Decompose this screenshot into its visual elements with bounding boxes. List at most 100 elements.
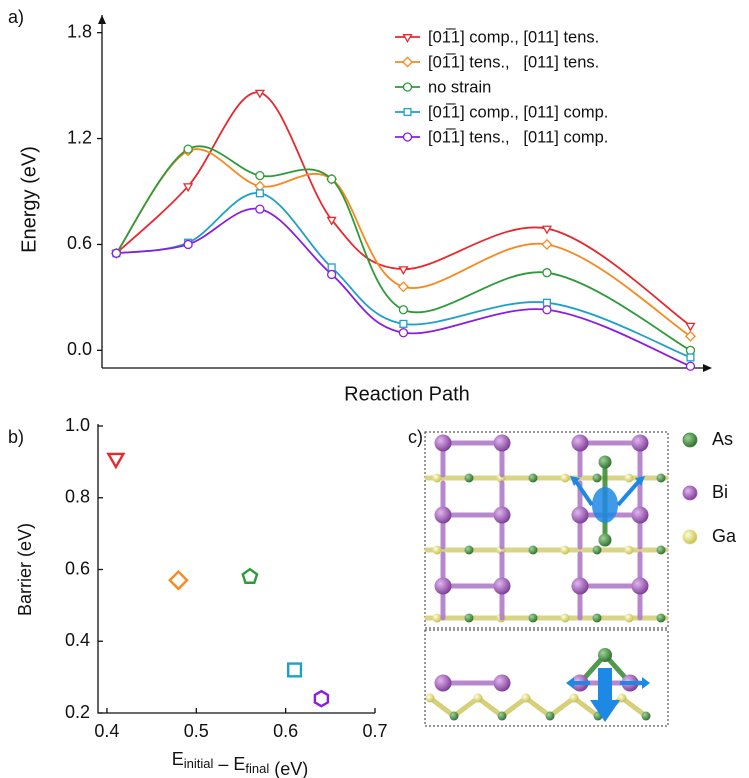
- y-tick-label: 0.0: [67, 339, 92, 359]
- atom: [561, 474, 570, 483]
- axis-arrow: [703, 364, 712, 372]
- atom: [632, 507, 649, 524]
- atom: [498, 712, 507, 721]
- atom: [494, 675, 511, 692]
- atom: [435, 578, 452, 595]
- atom: [570, 694, 579, 703]
- atom: [433, 614, 442, 623]
- atom: [529, 614, 538, 623]
- x-axis-label: Einitial – Efinal (eV): [172, 749, 309, 778]
- atom: [474, 694, 483, 703]
- marker: [686, 362, 694, 370]
- marker: [686, 323, 694, 330]
- legend-label: [01̅1] tens., [011] tens.: [428, 53, 599, 71]
- atom: [657, 614, 666, 623]
- legend-marker: [404, 109, 411, 116]
- legend-marker: [404, 83, 412, 91]
- marker: [184, 240, 192, 248]
- y-tick-label: 1.0: [65, 415, 90, 435]
- marker: [399, 267, 407, 274]
- atom: [625, 546, 634, 555]
- y-tick-label: 0.4: [65, 630, 90, 650]
- marker: [256, 190, 263, 197]
- marker: [328, 175, 336, 183]
- atom: [529, 474, 538, 483]
- x-axis-label-part: initial: [184, 756, 214, 771]
- marker: [543, 269, 551, 277]
- legend-atom: [683, 530, 697, 544]
- marker: [399, 329, 407, 337]
- y-tick-label: 0.2: [65, 702, 90, 722]
- legend-atom: [683, 486, 697, 500]
- atom: [572, 578, 589, 595]
- atom: [599, 456, 612, 469]
- marker: [256, 205, 264, 213]
- atom: [593, 546, 602, 555]
- x-tick-label: 0.6: [273, 721, 298, 741]
- x-axis-label: Reaction Path: [344, 383, 470, 405]
- displacement: [592, 487, 618, 523]
- marker: [686, 346, 694, 354]
- panel-label: a): [8, 7, 24, 27]
- atom: [561, 546, 570, 555]
- marker: [112, 249, 120, 257]
- atom: [632, 435, 649, 452]
- x-axis-label-part: E: [172, 749, 184, 769]
- y-axis-label: Energy (eV): [18, 146, 40, 253]
- atom: [632, 578, 649, 595]
- marker: [543, 306, 551, 314]
- atom: [657, 474, 666, 483]
- legend-atom: [683, 433, 697, 447]
- y-tick-label: 1.2: [67, 127, 92, 147]
- atom: [572, 435, 589, 452]
- atom: [465, 546, 474, 555]
- marker: [399, 306, 407, 314]
- atom: [433, 474, 442, 483]
- y-axis-label: Barrier (eV): [15, 523, 35, 616]
- marker: [184, 145, 192, 153]
- marker: [256, 172, 264, 180]
- atom: [561, 614, 570, 623]
- atom: [433, 546, 442, 555]
- atom: [598, 648, 612, 662]
- y-tick-label: 0.8: [65, 487, 90, 507]
- x-tick-label: 0.5: [184, 721, 209, 741]
- figure: c) a)0.00.61.21.8Energy (eV)Reaction Pat…: [0, 0, 749, 778]
- panel-label: c): [408, 427, 423, 447]
- atom: [465, 614, 474, 623]
- structure-panel: [425, 432, 668, 726]
- legend-label: Bi: [712, 482, 728, 502]
- x-tick-label: 0.7: [362, 721, 387, 741]
- atom: [435, 435, 452, 452]
- legend-label: no strain: [428, 78, 491, 96]
- atom: [426, 694, 435, 703]
- legend-label: As: [712, 429, 733, 449]
- marker: [399, 282, 408, 291]
- axis-arrow: [98, 15, 106, 24]
- legend-label: [01̅1] tens., [011] comp.: [428, 128, 608, 146]
- atom: [593, 614, 602, 623]
- atom: [593, 474, 602, 483]
- marker: [108, 454, 123, 467]
- x-axis-label-part: – E: [213, 754, 245, 774]
- marker: [687, 354, 694, 361]
- marker: [328, 264, 335, 271]
- legend-label: [01̅1] comp., [011] comp.: [428, 103, 608, 121]
- atom: [599, 534, 612, 547]
- atom: [494, 435, 511, 452]
- marker: [288, 664, 301, 677]
- atom: [529, 546, 538, 555]
- marker: [400, 320, 407, 327]
- legend-marker: [404, 133, 412, 141]
- atom: [435, 675, 452, 692]
- marker: [544, 299, 551, 306]
- atom: [625, 474, 634, 483]
- legend-marker: [404, 35, 412, 42]
- axes: [98, 424, 375, 713]
- y-tick-label: 0.6: [67, 233, 92, 253]
- atom: [572, 507, 589, 524]
- marker: [170, 572, 187, 589]
- marker: [542, 240, 551, 249]
- legend-label: [01̅1] comp., [011] tens.: [428, 28, 599, 46]
- marker: [315, 691, 328, 706]
